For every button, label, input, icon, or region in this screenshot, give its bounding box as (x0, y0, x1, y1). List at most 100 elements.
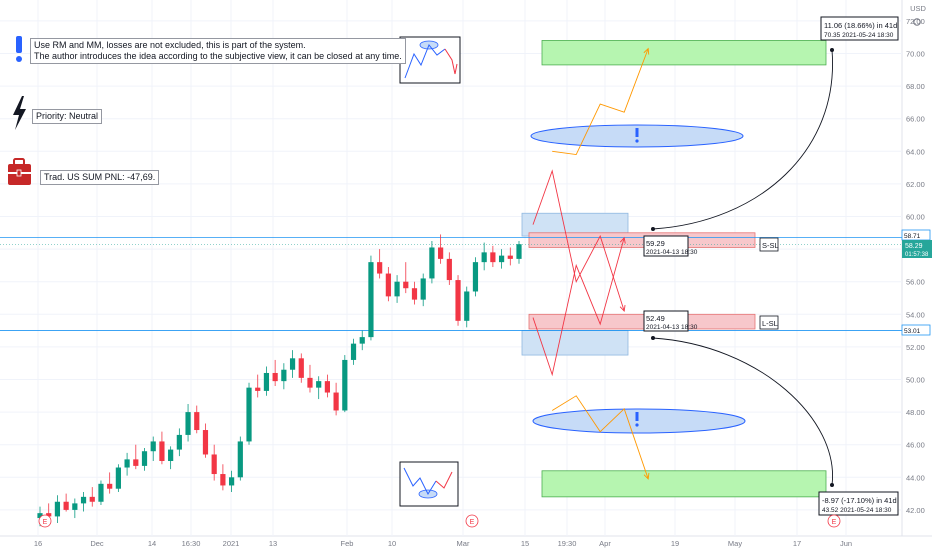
time-tick-label: 17 (793, 539, 801, 548)
lower-target-callout: -8.97 (-17.10%) in 41d 43.52 2021-05-24 … (818, 491, 899, 516)
candle (202, 423, 209, 458)
svg-text:01:57:38: 01:57:38 (905, 252, 929, 258)
candle (516, 240, 522, 264)
candle-body (150, 441, 156, 452)
exclamation-bar (635, 128, 639, 137)
candle (89, 487, 95, 507)
candle-body (89, 496, 95, 502)
candle-body (202, 430, 209, 455)
lower-level-tag: 53.01 (901, 324, 931, 336)
long-stop-label: L-SL (759, 315, 779, 330)
long-stop-zone (528, 313, 756, 330)
candle-body (54, 501, 61, 517)
candle-body (289, 358, 296, 370)
candle-body (63, 501, 69, 510)
svg-text:58.71: 58.71 (904, 233, 921, 240)
candle (411, 281, 418, 305)
price-tick-label: 56.00 (906, 278, 925, 287)
gear-icon[interactable] (913, 18, 921, 26)
candle (229, 470, 235, 492)
time-tick-label: Dec (90, 539, 104, 548)
candle (168, 446, 174, 470)
info-note: Use RM and MM, losses are not excluded, … (30, 38, 406, 64)
time-tick-label: 14 (148, 539, 156, 548)
candle-body (246, 387, 252, 442)
candle-body (472, 262, 479, 292)
price-tick-label: 64.00 (906, 147, 925, 156)
candle-body (411, 288, 418, 300)
svg-text:70.35 2021-05-24 18:30: 70.35 2021-05-24 18:30 (824, 32, 894, 39)
candle-body (272, 372, 278, 382)
candle (255, 374, 261, 398)
candle (141, 447, 148, 471)
earnings-marker-1[interactable]: E (38, 514, 52, 528)
candle-body (342, 359, 348, 411)
time-tick-label: 16 (34, 539, 42, 548)
candle-body (516, 244, 522, 259)
price-axis-ticks: 42.00 44.00 46.00 48.00 50.00 52.00 54.00 56.00… (906, 17, 925, 515)
info-note-line-2: The author introduces the idea according… (34, 51, 402, 61)
lower-entry-zone (521, 330, 629, 356)
price-tick-label: 46.00 (906, 441, 925, 450)
lightning-icon (13, 96, 26, 130)
candle-body (237, 441, 243, 478)
info-icon (16, 36, 22, 62)
candle-body (377, 262, 383, 274)
candle-body (359, 337, 365, 344)
svg-text:59.29: 59.29 (646, 239, 665, 248)
lower-orange-projection-arrowhead (643, 472, 650, 480)
earnings-marker-2[interactable]: E (465, 514, 479, 528)
time-tick-label: 13 (269, 539, 277, 548)
price-tick-label: 44.00 (906, 473, 925, 482)
svg-text:2021-04-13 18:30: 2021-04-13 18:30 (646, 324, 698, 331)
candles (37, 234, 522, 527)
candle (98, 480, 104, 506)
candle-body (194, 412, 200, 431)
candle (455, 275, 461, 326)
candle (507, 247, 513, 266)
candle-body (185, 412, 191, 435)
candle (211, 444, 217, 481)
candle-body (394, 281, 400, 297)
candle-body (168, 449, 174, 461)
upper-target-arc (652, 49, 833, 230)
upper-orange-projection (552, 48, 649, 156)
candle (438, 234, 444, 264)
candle (298, 353, 304, 383)
info-note-line-1: Use RM and MM, losses are not excluded, … (34, 40, 306, 50)
candle (115, 464, 121, 492)
arc-endpoint (651, 336, 655, 340)
candle (72, 498, 78, 519)
candle-body (385, 273, 391, 297)
candle (194, 405, 200, 434)
candle (324, 374, 330, 398)
candle (377, 249, 383, 279)
candle (281, 363, 287, 390)
candle-body (455, 280, 461, 321)
candle-body (446, 258, 452, 281)
time-tick-label: 19:30 (558, 539, 577, 548)
upper-level-tag: 58.71 (901, 229, 931, 241)
time-tick-label: Feb (341, 539, 354, 548)
svg-text:52.49: 52.49 (646, 314, 665, 323)
candle (385, 267, 391, 302)
candle-body (115, 467, 121, 489)
time-tick-label: 16:30 (182, 539, 201, 548)
candle-body (141, 451, 148, 466)
candle (342, 355, 348, 413)
candle-body (333, 392, 339, 411)
earnings-marker-3[interactable]: E (827, 514, 841, 528)
svg-text:-8.97 (-17.10%) in 41d: -8.97 (-17.10%) in 41d (822, 496, 897, 505)
candle (316, 376, 322, 400)
candle-body (368, 262, 374, 338)
price-tick-label: 54.00 (906, 310, 925, 319)
candle-body (159, 441, 165, 461)
candle-body (98, 483, 104, 502)
candle (263, 366, 270, 396)
candle (359, 330, 365, 351)
candle (80, 491, 87, 512)
candle (472, 257, 479, 297)
svg-text:53.01: 53.01 (904, 328, 921, 335)
candle-body (229, 477, 235, 486)
